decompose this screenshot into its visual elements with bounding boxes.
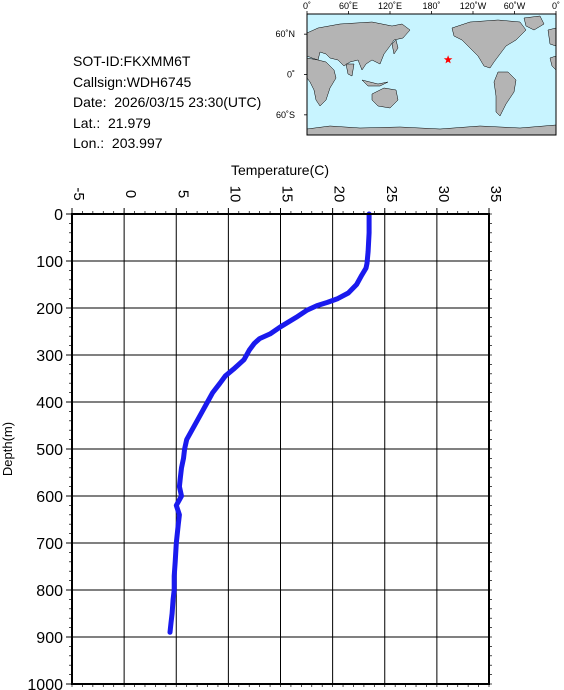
date-label: Date: 2026/03/15 23:30(UTC) [73,94,262,110]
x-tick-label: 15 [279,186,296,203]
land-africa [306,57,337,107]
map-top-labels: 0˚ 60˚E 120˚E 180˚ 120˚W 60˚W 0˚ [303,1,560,11]
land-indonesia [361,79,389,87]
land-north-america [451,19,527,69]
y-axis-ticks: 0 100 200 300 400 500 600 700 800 900 1000 [27,207,492,690]
x-tick-label: 5 [174,190,191,198]
x-tick-label: -5 [70,187,87,200]
y-tick-label: 100 [36,254,63,271]
float-info: SOT-ID:FKXMM6T Callsign:WDH6745 Date: 20… [73,51,261,154]
x-tick-label: 25 [383,186,400,203]
y-tick-label: 200 [36,301,63,318]
land-india [345,63,355,77]
map-lon-label: 60˚E [339,1,358,11]
y-tick-label: 600 [36,489,63,506]
chart-grid [71,213,490,685]
land-south-america [493,71,517,117]
map-land [306,15,557,136]
map-lat-label: 0˚ [287,70,295,80]
land-eurasia [306,21,411,71]
map-lon-label: 60˚W [504,1,526,11]
map-lon-label: 0˚ [303,1,311,11]
map-lat-label: 60˚N [275,29,295,39]
callsign-label: Callsign:WDH6745 [73,73,192,90]
star-icon [443,55,453,64]
profile-line [167,211,372,635]
map-lat-label: 60˚S [276,110,295,120]
sot-id-label: SOT-ID:FKXMM6T [73,53,191,69]
map-frame-ticks [304,11,557,116]
x-tick-label: 10 [226,186,243,203]
temperature-profile [167,211,372,635]
lat-label: Lat.: 21.979 [73,114,151,131]
y-tick-label: 400 [36,395,63,412]
land-australia [371,87,399,109]
land-japan [391,39,399,55]
map-lon-label: 0˚ [552,1,560,11]
y-axis-label: Depth(m) [0,422,15,476]
map-lon-label: 120˚E [378,1,402,11]
y-tick-label: 800 [36,583,63,600]
y-tick-label: 0 [54,207,63,224]
y-tick-label: 700 [36,536,63,553]
map-lon-label: 180˚ [422,1,440,11]
x-tick-label: 35 [487,186,504,203]
y-tick-label: 1000 [27,677,63,690]
y-tick-label: 900 [36,630,63,647]
y-tick-label: 500 [36,442,63,459]
x-tick-label: 30 [435,186,452,203]
land-greenland [523,15,545,31]
location-map: 0˚ 60˚E 120˚E 180˚ 120˚W 60˚W 0˚ 60˚N 0˚ 60˚S [275,1,560,136]
x-axis-ticks: -5 0 5 10 15 20 25 30 35 [70,186,504,687]
map-left-labels: 60˚N 0˚ 60˚S [275,29,295,120]
y-tick-label: 300 [36,348,63,365]
map-lon-label: 120˚W [460,1,487,11]
lon-label: Lon.: 203.997 [73,135,163,151]
float-position-marker [443,55,453,64]
x-tick-label: 20 [331,186,348,203]
x-axis-label: Temperature(C) [231,162,329,178]
x-tick-label: 0 [122,190,139,198]
